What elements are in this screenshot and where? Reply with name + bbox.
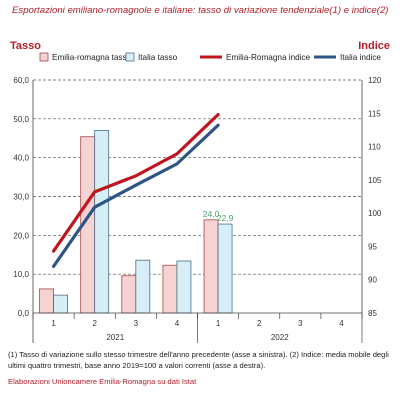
legend-swatch [125,52,135,62]
y-right-tick-label: 120 [368,76,382,85]
x-tick-label: 4 [175,319,180,328]
y-right-tick-label: 90 [368,276,377,285]
labels: 24,022,9 [203,209,234,223]
y-right-tick-label: 85 [368,309,377,318]
bar-it-tasso [176,260,192,314]
legend-label: Italia indice [340,53,381,62]
data-label: 24,0 [203,209,220,219]
bar-er-tasso [203,219,219,314]
legend-label: Italia tasso [138,53,178,62]
line-it-indice [51,123,220,268]
legend: Emilia-romagna tasso Italia tasso Emilia-R… [39,52,381,62]
x-tick-label: 4 [339,319,344,328]
y-right-tick-label: 110 [368,143,381,152]
legend-swatch [39,52,49,62]
axes: 0,0 10,0 20,0 30,0 40,0 50,0 60,0 85 90 95 100 105 1… [13,76,382,343]
x-tick-label: 2 [92,319,97,328]
bar-it-tasso [53,294,68,314]
chart-title: Esportazioni emiliano-romagnole e italia… [12,5,389,16]
x-tick-label: 3 [134,319,139,328]
y-right-tick-label: 95 [368,242,377,251]
y-right-tick-label: 100 [368,209,382,218]
bar-er-tasso [121,275,137,314]
lines [51,113,220,268]
bar-it-tasso [94,130,110,314]
x-tick-label: 3 [298,319,303,328]
x-tick-label: 2 [257,319,262,328]
y-right-tick-label: 105 [368,176,382,185]
bars [39,130,233,314]
y-right-tick-label: 115 [368,109,381,118]
x-tick-label: 1 [216,319,221,328]
right-axis-title: Indice [358,40,390,52]
left-axis-title: Tasso [10,40,41,52]
source-note: Elaborazioni Unioncamere Emilia-Romagna … [8,377,197,386]
y-left-tick-label: 40,0 [13,154,29,163]
bar-er-tasso [162,264,178,314]
x-tick-label: 1 [51,319,56,328]
x-group-label: 2022 [271,333,289,342]
y-left-tick-label: 60,0 [13,76,29,85]
line-er-indice [51,113,220,253]
x-group-label: 2021 [106,333,124,342]
bar-it-tasso [217,223,233,314]
legend-label: Emilia-romagna tasso [52,53,132,62]
y-left-tick-label: 10,0 [13,270,29,279]
y-left-tick-label: 0,0 [18,309,30,318]
footnote: (1) Tasso di variazione sullo stesso tri… [8,350,389,370]
y-left-tick-label: 50,0 [13,115,29,124]
y-left-tick-label: 20,0 [13,231,29,240]
bar-er-tasso [39,288,54,314]
data-label: 22,9 [217,213,234,223]
y-left-tick-label: 30,0 [13,193,29,202]
legend-label: Emilia-Romagna indice [226,53,311,62]
bar-it-tasso [135,259,151,314]
